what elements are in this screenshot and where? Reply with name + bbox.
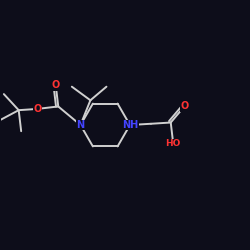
Text: HO: HO	[166, 139, 181, 148]
Text: N: N	[76, 120, 84, 130]
Text: O: O	[180, 102, 188, 112]
Text: NH: NH	[122, 120, 138, 130]
Text: O: O	[33, 104, 41, 114]
Text: O: O	[52, 80, 60, 90]
